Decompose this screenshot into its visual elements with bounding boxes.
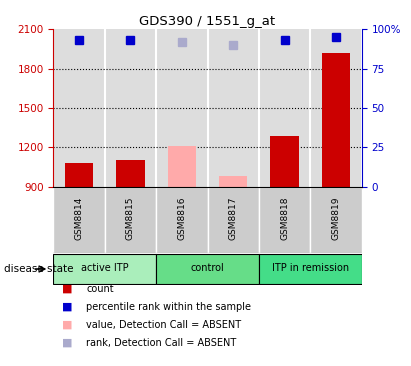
Text: ■: ■ — [62, 320, 72, 330]
Text: GSM8819: GSM8819 — [332, 197, 340, 240]
Text: GSM8815: GSM8815 — [126, 197, 135, 240]
Bar — [116, 160, 145, 187]
Text: ■: ■ — [62, 284, 72, 294]
Bar — [259, 254, 362, 284]
Text: control: control — [191, 264, 224, 273]
Text: ■: ■ — [62, 302, 72, 312]
Text: percentile rank within the sample: percentile rank within the sample — [86, 302, 251, 312]
Bar — [156, 187, 208, 253]
Bar — [310, 187, 362, 253]
Bar — [208, 187, 259, 253]
Bar — [322, 53, 350, 187]
Text: GSM8817: GSM8817 — [229, 197, 238, 240]
Bar — [270, 135, 299, 187]
Text: GSM8816: GSM8816 — [178, 197, 186, 240]
Bar — [53, 254, 156, 284]
Title: GDS390 / 1551_g_at: GDS390 / 1551_g_at — [139, 15, 276, 28]
Bar — [53, 187, 105, 253]
Bar — [168, 146, 196, 187]
Text: GSM8818: GSM8818 — [280, 197, 289, 240]
Bar — [156, 254, 259, 284]
Text: count: count — [86, 284, 114, 294]
Text: active ITP: active ITP — [81, 264, 129, 273]
Text: GSM8814: GSM8814 — [75, 197, 83, 240]
Text: ■: ■ — [62, 338, 72, 348]
Text: disease state: disease state — [4, 264, 74, 274]
Bar — [259, 187, 310, 253]
Bar — [219, 176, 247, 187]
Bar — [105, 187, 156, 253]
Text: ITP in remission: ITP in remission — [272, 264, 349, 273]
Text: rank, Detection Call = ABSENT: rank, Detection Call = ABSENT — [86, 338, 237, 348]
Text: value, Detection Call = ABSENT: value, Detection Call = ABSENT — [86, 320, 241, 330]
Bar — [65, 163, 93, 187]
